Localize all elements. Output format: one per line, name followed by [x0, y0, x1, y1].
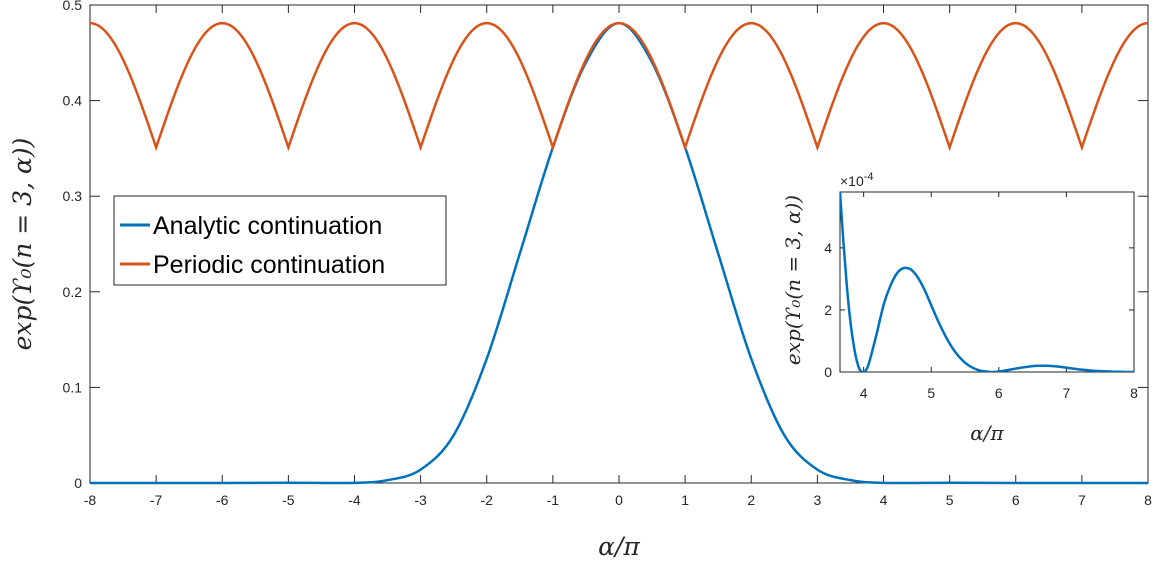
main-x-tick-label: 4: [880, 492, 888, 508]
inset-x-axis-label: α/π: [970, 421, 1004, 445]
main-x-tick-label: 1: [681, 492, 689, 508]
main-x-tick-label: -8: [84, 492, 97, 508]
main-x-tick-label: 3: [813, 492, 821, 508]
inset-x-tick-label: 8: [1130, 385, 1138, 401]
main-y-ticks: 0 0.1 0.2 0.3 0.4 0.5: [63, 0, 1148, 491]
main-y-tick-label: 0.2: [63, 284, 83, 300]
inset-x-tick-label: 5: [927, 385, 935, 401]
main-y-tick-label: 0.1: [63, 379, 83, 395]
main-x-tick-label: -6: [216, 492, 229, 508]
main-x-tick-label: 6: [1012, 492, 1020, 508]
inset-x-tick-label: 6: [995, 385, 1003, 401]
inset-y-tick-label: 0: [824, 364, 832, 380]
main-x-tick-label: 2: [747, 492, 755, 508]
main-x-tick-label: -2: [481, 492, 494, 508]
main-x-tick-label: -5: [282, 492, 295, 508]
inset-y-tick-label: 4: [824, 240, 832, 256]
legend-label-analytic: Analytic continuation: [153, 212, 382, 240]
main-x-axis-label: α/π: [598, 532, 640, 561]
main-x-tick-label: -4: [348, 492, 361, 508]
inset-series-lines: [840, 192, 1134, 372]
main-x-tick-label: -1: [547, 492, 560, 508]
inset-plot-area: [839, 191, 1135, 373]
main-y-tick-label: 0.4: [63, 93, 83, 109]
main-y-tick-label: 0.5: [63, 0, 83, 13]
main-x-tick-label: 8: [1144, 492, 1152, 508]
inset-x-ticks: 4 5 6 7 8: [860, 192, 1138, 401]
main-x-tick-label: 7: [1078, 492, 1086, 508]
main-x-tick-label: 0: [615, 492, 623, 508]
periodic-continuation-line: [89, 21, 1149, 152]
inset-y-multiplier: ×10-4: [840, 171, 874, 189]
legend: Analytic continuation Periodic continuat…: [113, 195, 447, 286]
inset-x-tick-label: 7: [1063, 385, 1071, 401]
main-x-tick-label: -7: [150, 492, 163, 508]
legend-box: [113, 195, 447, 286]
main-x-tick-label: -3: [414, 492, 427, 508]
main-y-tick-label: 0.3: [63, 188, 83, 204]
inset-analytic-line: [840, 192, 1134, 372]
main-series-lines: [89, 21, 1149, 485]
inset-x-tick-label: 4: [860, 385, 868, 401]
main-y-axis-label: exp(ϒ₀(n = 3, α)): [8, 138, 37, 351]
main-y-tick-label: 0: [74, 475, 82, 491]
legend-label-periodic: Periodic continuation: [153, 251, 385, 279]
inset-y-axis-label: exp(ϒ₀(n = 3, α)): [781, 195, 805, 365]
main-x-tick-label: 5: [946, 492, 954, 508]
inset-y-tick-label: 2: [824, 302, 832, 318]
main-x-ticks: -8 -7 -6 -5 -4 -3 -2 -1 0 1 2 3 4 5 6 7 8: [84, 5, 1152, 508]
inset-y-ticks: 0 2 4: [824, 240, 1134, 380]
inset-axes: 4 5 6 7 8 0 2 4 ×10-4 α/π exp(ϒ₀(n = 3, α)): [781, 171, 1138, 445]
